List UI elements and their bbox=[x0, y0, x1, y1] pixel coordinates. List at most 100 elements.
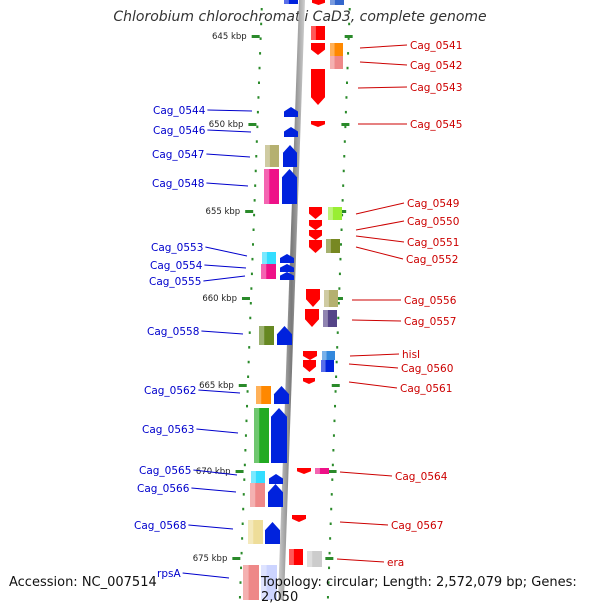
track-dot-left bbox=[246, 390, 249, 393]
gene-arrow[interactable] bbox=[280, 272, 294, 280]
gene-label-left[interactable]: Cag_0558 bbox=[147, 326, 199, 338]
gene-block[interactable] bbox=[265, 145, 279, 167]
gene-block[interactable] bbox=[261, 264, 276, 279]
gene-arrow[interactable] bbox=[292, 515, 306, 522]
label-leader-line bbox=[339, 471, 393, 477]
gene-label-right[interactable]: era bbox=[387, 557, 404, 569]
gene-arrow[interactable] bbox=[312, 0, 325, 5]
gene-arrow[interactable] bbox=[297, 468, 311, 474]
gene-arrow[interactable] bbox=[311, 69, 325, 105]
gene-block[interactable] bbox=[321, 360, 334, 372]
gene-arrow[interactable] bbox=[309, 230, 322, 240]
gene-label-left[interactable]: Cag_0547 bbox=[152, 149, 204, 161]
gene-label-left[interactable]: rpsA bbox=[157, 568, 181, 580]
gene-label-right[interactable]: Cag_0549 bbox=[407, 198, 459, 210]
gene-block[interactable] bbox=[326, 239, 340, 253]
gene-labels: Cag_0544 Cag_0546 Cag_0547 Cag_0548 Cag_0553… bbox=[134, 40, 462, 580]
track-dot-right bbox=[348, 8, 351, 11]
scale-label: 675 kbp bbox=[193, 554, 228, 564]
gene-label-right[interactable]: Cag_0557 bbox=[404, 316, 456, 328]
gene-block[interactable] bbox=[323, 310, 337, 327]
feature-highlight bbox=[284, 0, 289, 4]
gene-block[interactable] bbox=[330, 0, 344, 5]
gene-label-right[interactable]: Cag_0541 bbox=[410, 40, 462, 52]
gene-arrow[interactable] bbox=[309, 220, 322, 230]
track-dot-right bbox=[346, 66, 349, 70]
gene-block[interactable] bbox=[261, 565, 277, 600]
feature-highlight bbox=[261, 565, 267, 600]
gene-label-left[interactable]: Cag_0554 bbox=[150, 260, 203, 272]
gene-label-left[interactable]: Cag_0548 bbox=[152, 178, 204, 190]
gene-label-left[interactable]: Cag_0565 bbox=[139, 465, 191, 477]
gene-arrow[interactable] bbox=[303, 360, 316, 372]
gene-block[interactable] bbox=[264, 169, 279, 204]
gene-arrow[interactable] bbox=[303, 378, 315, 384]
gene-arrow[interactable] bbox=[268, 484, 283, 507]
gene-block[interactable] bbox=[311, 26, 325, 40]
gene-label-right[interactable]: Cag_0556 bbox=[404, 295, 457, 307]
gene-label-right[interactable]: Cag_0561 bbox=[400, 383, 452, 395]
gene-block[interactable] bbox=[315, 468, 329, 474]
gene-arrow[interactable] bbox=[271, 408, 287, 463]
gene-label-left[interactable]: Cag_0544 bbox=[153, 105, 206, 117]
gene-label-right[interactable]: Cag_0542 bbox=[410, 60, 462, 72]
gene-label-right[interactable]: hisI bbox=[402, 349, 420, 361]
gene-label-left[interactable]: Cag_0563 bbox=[142, 424, 194, 436]
track-dot-right bbox=[339, 257, 342, 261]
gene-arrow[interactable] bbox=[265, 522, 280, 544]
track-dot-left bbox=[259, 52, 262, 55]
gene-label-left[interactable]: Cag_0566 bbox=[137, 483, 190, 495]
gene-label-right[interactable]: Cag_0552 bbox=[406, 254, 458, 266]
gene-arrow[interactable] bbox=[274, 386, 289, 404]
gene-arrow[interactable] bbox=[309, 240, 322, 253]
gene-block[interactable] bbox=[256, 386, 271, 404]
gene-block[interactable] bbox=[330, 43, 343, 56]
gene-block[interactable] bbox=[322, 351, 335, 360]
track-dot-left bbox=[240, 551, 243, 555]
gene-arrow[interactable] bbox=[280, 254, 294, 263]
gene-arrow[interactable] bbox=[309, 207, 322, 219]
gene-arrow[interactable] bbox=[305, 309, 319, 327]
gene-block[interactable] bbox=[284, 0, 298, 4]
track-dot-left bbox=[252, 228, 255, 231]
feature-highlight bbox=[264, 169, 270, 204]
gene-arrow[interactable] bbox=[284, 127, 298, 137]
gene-block[interactable] bbox=[243, 565, 259, 600]
gene-block[interactable] bbox=[289, 549, 303, 565]
gene-block[interactable] bbox=[324, 290, 338, 307]
gene-block[interactable] bbox=[328, 207, 342, 220]
gene-arrow[interactable] bbox=[269, 474, 283, 484]
label-leader-line bbox=[203, 275, 246, 282]
scale-label: 655 kbp bbox=[206, 207, 241, 217]
gene-label-right[interactable]: Cag_0545 bbox=[410, 119, 462, 131]
gene-block[interactable] bbox=[262, 252, 276, 264]
gene-label-right[interactable]: Cag_0551 bbox=[407, 237, 459, 249]
gene-arrow[interactable] bbox=[282, 169, 297, 204]
gene-label-right[interactable]: Cag_0567 bbox=[391, 520, 443, 532]
gene-arrow[interactable] bbox=[277, 326, 292, 345]
gene-block[interactable] bbox=[251, 471, 265, 483]
gene-arrow[interactable] bbox=[283, 145, 297, 167]
gene-label-right[interactable]: Cag_0550 bbox=[407, 216, 459, 228]
scale-tick-right bbox=[328, 470, 337, 473]
gene-block[interactable] bbox=[330, 56, 343, 69]
gene-block[interactable] bbox=[250, 483, 265, 507]
gene-arrow[interactable] bbox=[311, 121, 325, 127]
gene-block[interactable] bbox=[307, 551, 322, 567]
gene-arrow[interactable] bbox=[284, 107, 298, 117]
gene-label-left[interactable]: Cag_0562 bbox=[144, 385, 196, 397]
gene-block[interactable] bbox=[248, 520, 263, 544]
gene-label-left[interactable]: Cag_0553 bbox=[151, 242, 203, 254]
gene-arrow[interactable] bbox=[311, 43, 325, 55]
gene-block[interactable] bbox=[254, 408, 269, 463]
gene-label-left[interactable]: Cag_0555 bbox=[149, 276, 201, 288]
gene-label-right[interactable]: Cag_0564 bbox=[395, 471, 448, 483]
gene-arrow[interactable] bbox=[280, 264, 294, 272]
gene-label-left[interactable]: Cag_0568 bbox=[134, 520, 186, 532]
gene-label-left[interactable]: Cag_0546 bbox=[153, 125, 206, 137]
gene-label-right[interactable]: Cag_0543 bbox=[410, 82, 462, 94]
gene-arrow[interactable] bbox=[306, 289, 320, 307]
gene-label-right[interactable]: Cag_0560 bbox=[401, 363, 453, 375]
gene-block[interactable] bbox=[259, 326, 274, 345]
gene-arrow[interactable] bbox=[303, 351, 317, 360]
